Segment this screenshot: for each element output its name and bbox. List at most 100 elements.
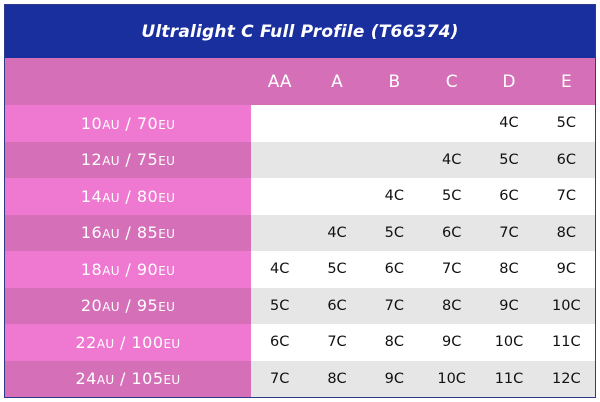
size-eu-value: 100 — [131, 332, 164, 352]
size-cell: 5C — [422, 178, 481, 215]
row-label: 10AU / 70EU — [5, 105, 251, 142]
size-cell: 7C — [537, 178, 595, 215]
size-cell: 10C — [422, 360, 481, 397]
size-eu-value: 75 — [136, 150, 159, 170]
size-cell: 6C — [480, 178, 538, 215]
size-cell — [251, 178, 309, 215]
size-au-value: 16 — [80, 223, 103, 243]
size-separator: / — [119, 186, 137, 206]
size-cell: 5C — [308, 251, 366, 288]
size-separator: / — [119, 150, 137, 170]
size-eu-value: 70 — [136, 113, 159, 133]
size-cell: 8C — [308, 360, 366, 397]
size-au-value: 18 — [80, 259, 103, 279]
size-eu-value: 80 — [136, 186, 159, 206]
size-eu-unit: EU — [158, 263, 176, 278]
size-cell: 5C — [480, 141, 538, 178]
table-row: 16AU / 85EU 4C 5C 6C 7C 8C — [5, 214, 595, 251]
size-separator: / — [119, 259, 137, 279]
size-separator: / — [119, 113, 137, 133]
row-label: 22AU / 100EU — [5, 324, 251, 361]
column-header: E — [560, 71, 572, 92]
table-row: 10AU / 70EU 4C 5C — [5, 105, 595, 142]
size-au-unit: AU — [102, 263, 120, 278]
size-cell: 8C — [537, 214, 595, 251]
row-label: 16AU / 85EU — [5, 214, 251, 251]
size-cell: 8C — [422, 287, 481, 324]
size-cell — [251, 141, 309, 178]
size-cell: 4C — [308, 214, 366, 251]
size-cell: 6C — [308, 287, 366, 324]
table-body: 10AU / 70EU 4C 5C 12AU / 75EU 4C 5C 6C 14AU / 8… — [5, 105, 595, 397]
size-eu-unit: EU — [158, 190, 176, 205]
size-cell — [251, 105, 309, 142]
size-cell — [308, 178, 366, 215]
size-eu-unit: EU — [163, 373, 181, 388]
size-cell — [308, 105, 366, 142]
header-corner — [5, 58, 251, 105]
table-row: 22AU / 100EU 6C 7C 8C 9C 10C 11C — [5, 324, 595, 361]
size-eu-value: 95 — [136, 296, 159, 316]
size-separator: / — [114, 332, 132, 352]
size-cell: 11C — [537, 324, 595, 361]
size-cell: 7C — [251, 360, 309, 397]
size-cell: 11C — [480, 360, 538, 397]
size-au-value: 20 — [80, 296, 103, 316]
size-au-value: 14 — [80, 186, 103, 206]
size-cell: 10C — [480, 324, 538, 361]
table-row: 24AU / 105EU 7C 8C 9C 10C 11C 12C — [5, 360, 595, 397]
size-cell: 5C — [251, 287, 309, 324]
size-eu-value: 105 — [131, 369, 164, 389]
size-eu-value: 90 — [136, 259, 159, 279]
table-row: 14AU / 80EU 4C 5C 6C 7C — [5, 178, 595, 215]
size-eu-unit: EU — [163, 336, 181, 351]
size-cell: 4C — [365, 178, 423, 215]
size-au-value: 12 — [80, 150, 103, 170]
header-row: AA A B C D E — [5, 58, 595, 105]
size-separator: / — [119, 296, 137, 316]
size-au-unit: AU — [102, 154, 120, 169]
size-separator: / — [119, 223, 137, 243]
size-cell: 4C — [251, 251, 309, 288]
size-cell: 9C — [365, 360, 423, 397]
size-cell: 7C — [308, 324, 366, 361]
size-separator: / — [114, 369, 132, 389]
column-header: A — [331, 71, 343, 92]
size-cell — [365, 105, 423, 142]
size-au-unit: AU — [102, 190, 120, 205]
size-table: AA A B C D E 10AU / 70EU 4C 5C 12AU / 75EU 4… — [5, 58, 595, 397]
column-header: D — [502, 71, 516, 92]
size-cell: 12C — [537, 360, 595, 397]
size-au-unit: AU — [96, 336, 115, 351]
row-label: 20AU / 95EU — [5, 287, 251, 324]
size-chart: Ultralight C Full Profile (T66374) AA A … — [4, 4, 596, 398]
size-au-value: 22 — [75, 332, 97, 352]
size-eu-unit: EU — [158, 154, 176, 169]
size-eu-unit: EU — [158, 300, 176, 315]
size-eu-unit: EU — [158, 227, 176, 242]
size-cell: 9C — [537, 251, 595, 288]
size-cell: 6C — [422, 214, 481, 251]
size-cell: 8C — [480, 251, 538, 288]
row-label: 18AU / 90EU — [5, 251, 251, 288]
size-cell — [251, 214, 309, 251]
column-header: B — [388, 71, 401, 92]
size-au-unit: AU — [102, 117, 120, 132]
size-eu-value: 85 — [136, 223, 159, 243]
size-cell: 5C — [537, 105, 595, 142]
size-cell: 10C — [537, 287, 595, 324]
size-cell: 7C — [365, 287, 423, 324]
size-cell: 6C — [365, 251, 423, 288]
size-cell — [308, 141, 366, 178]
size-cell: 7C — [480, 214, 538, 251]
size-au-unit: AU — [102, 300, 120, 315]
table-row: 18AU / 90EU 4C 5C 6C 7C 8C 9C — [5, 251, 595, 288]
size-au-unit: AU — [102, 227, 120, 242]
size-cell — [422, 105, 481, 142]
size-cell: 4C — [422, 141, 481, 178]
size-cell: 9C — [422, 324, 481, 361]
size-cell — [365, 141, 423, 178]
size-cell: 6C — [537, 141, 595, 178]
size-cell: 6C — [251, 324, 309, 361]
row-label: 14AU / 80EU — [5, 178, 251, 215]
